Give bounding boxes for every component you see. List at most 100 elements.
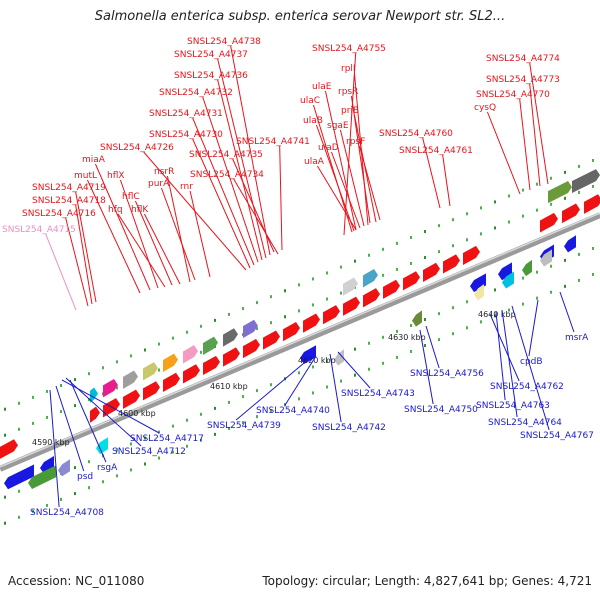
gene-feature-box: [103, 378, 118, 398]
guide-dot: [18, 401, 20, 405]
guide-dot: [116, 360, 118, 364]
forward-gene-arrow: [263, 330, 280, 350]
guide-dot: [480, 206, 482, 210]
gene-feature-box: [96, 437, 108, 455]
guide-dot: [550, 202, 552, 206]
guide-dot: [550, 290, 552, 294]
forward-gene-arrow: [103, 398, 120, 418]
leader-line: [279, 145, 283, 251]
guide-dot: [214, 406, 216, 410]
gene-feature-box: [540, 249, 552, 267]
gene-feature-box: [143, 362, 158, 381]
accession-text: Accession: NC_011080: [8, 574, 145, 588]
guide-dot: [578, 252, 580, 256]
guide-dot: [18, 427, 20, 431]
leader-line: [192, 138, 251, 269]
guide-dot: [354, 347, 356, 351]
guide-dot: [536, 270, 538, 274]
guide-dot: [200, 438, 202, 442]
guide-dot: [564, 258, 566, 262]
scale-tick-label: 4620 kbp: [298, 356, 336, 365]
guide-dot: [88, 372, 90, 376]
guide-dot: [480, 232, 482, 236]
scale-tick-label: 4630 kbp: [388, 333, 426, 342]
leader-line: [324, 90, 357, 231]
guide-dot: [32, 421, 34, 425]
guide-dot: [32, 509, 34, 513]
leader-line: [529, 62, 549, 185]
guide-dot: [368, 253, 370, 257]
reverse-gene-arrow: [564, 235, 576, 253]
guide-dot: [424, 344, 426, 348]
guide-dot: [410, 261, 412, 265]
gene-label-top: hflK: [131, 205, 149, 215]
guide-dot: [284, 289, 286, 293]
guide-dot: [592, 184, 594, 188]
gene-label-top: SNSL254_A4730: [149, 130, 223, 140]
leader-line: [143, 213, 181, 285]
guide-dot: [396, 355, 398, 359]
gene-feature-box: [572, 169, 600, 193]
guide-dot: [116, 448, 118, 452]
forward-gene-arrow: [562, 203, 580, 224]
guide-dot: [494, 314, 496, 318]
leader-line: [495, 311, 506, 401]
gene-label-top: SNSL254_A4737: [174, 50, 248, 60]
gene-label-bottom: SNSL254_A4762: [490, 382, 564, 392]
leader-line: [422, 137, 441, 209]
gene-label-bottom: SNSL254_A4750: [404, 405, 478, 415]
gene-label-bottom: SNSL254_A4739: [207, 421, 281, 431]
gene-feature-box: [363, 269, 378, 288]
guide-dot: [158, 456, 160, 460]
guide-dot: [494, 200, 496, 204]
guide-dot: [284, 315, 286, 319]
guide-dot: [270, 383, 272, 387]
guide-dot: [578, 278, 580, 282]
leader-line: [284, 355, 317, 406]
gene-label-bottom: msrA: [565, 333, 589, 343]
guide-dot: [130, 442, 132, 446]
leader-line: [86, 179, 141, 294]
guide-dot: [60, 498, 62, 502]
guide-dot: [186, 330, 188, 334]
gene-label-top: SNSL254_A4773: [486, 75, 560, 85]
forward-gene-arrow: [163, 372, 180, 392]
guide-dot: [340, 265, 342, 269]
guide-dot: [326, 271, 328, 275]
gene-feature-box: [58, 459, 70, 477]
guide-dot: [312, 303, 314, 307]
forward-gene-arrow: [463, 245, 480, 266]
guide-dot: [74, 378, 76, 382]
gene-label-top: SNSL254_A4719: [32, 183, 106, 193]
leader-line: [94, 163, 151, 291]
guide-dot: [564, 170, 566, 174]
guide-dot: [116, 386, 118, 390]
gene-label-bottom: SNSL254_A4708: [30, 508, 104, 518]
forward-gene-arrow: [243, 338, 260, 359]
leader-line: [49, 389, 60, 508]
forward-gene-arrow: [90, 406, 100, 423]
gene-label-top: SNSL254_A4755: [312, 44, 386, 54]
guide-dot: [298, 397, 300, 401]
forward-gene-arrow: [143, 381, 160, 401]
gene-label-top: SNSL254_A4716: [22, 209, 96, 219]
gene-label-top: ulaB: [303, 116, 323, 126]
guide-dot: [466, 300, 468, 304]
forward-gene-arrow: [223, 347, 240, 367]
gene-label-top: SNSL254_A4732: [159, 88, 233, 98]
guide-dot: [592, 246, 594, 250]
guide-dot: [438, 312, 440, 316]
leader-line: [117, 213, 166, 288]
gene-label-top: sgaE: [327, 121, 349, 131]
leader-line: [160, 187, 196, 281]
gene-label-bottom: SNSL254_A4767: [520, 431, 594, 441]
gene-label-top: nsrR: [154, 167, 174, 177]
scale-tick-label: 4600 kbp: [118, 409, 156, 418]
gene-label-top: miaA: [82, 155, 106, 165]
leader-line: [339, 129, 365, 227]
leader-line: [55, 385, 85, 472]
guide-dot: [18, 489, 20, 493]
guide-dot: [312, 391, 314, 395]
guide-dot: [452, 244, 454, 248]
